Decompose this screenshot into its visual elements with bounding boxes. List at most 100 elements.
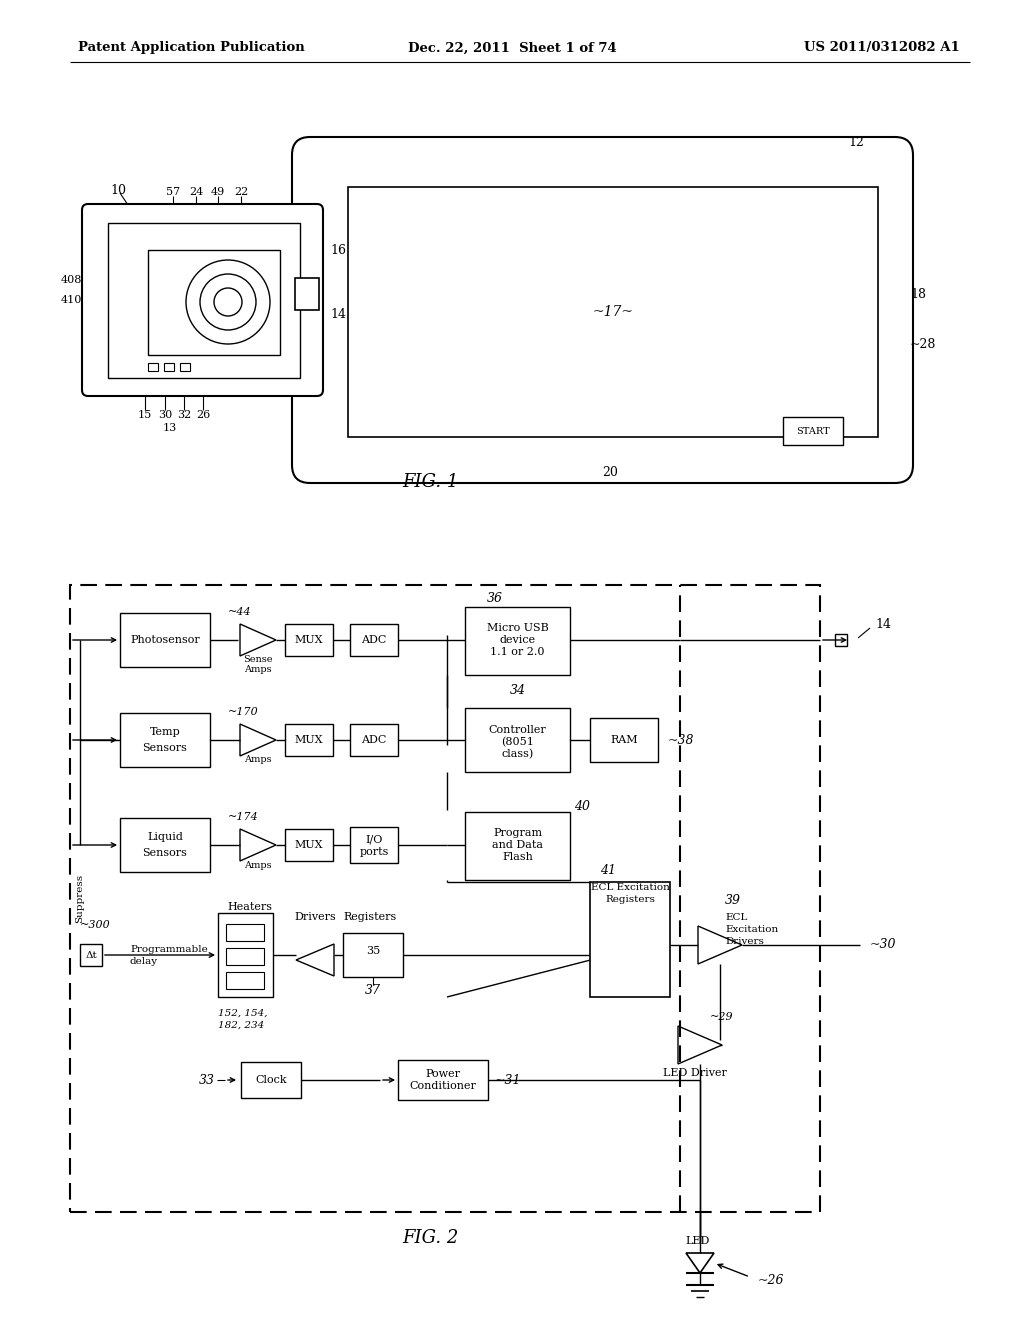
FancyBboxPatch shape bbox=[292, 137, 913, 483]
Text: 22: 22 bbox=[233, 187, 248, 197]
Text: 32: 32 bbox=[177, 411, 191, 420]
FancyBboxPatch shape bbox=[108, 223, 300, 378]
Text: ~26: ~26 bbox=[758, 1275, 784, 1287]
Text: Controller: Controller bbox=[488, 725, 547, 735]
FancyBboxPatch shape bbox=[295, 279, 319, 310]
Text: ~31: ~31 bbox=[495, 1073, 521, 1086]
FancyBboxPatch shape bbox=[226, 924, 264, 941]
Text: 30: 30 bbox=[158, 411, 172, 420]
Text: 152, 154,: 152, 154, bbox=[218, 1008, 267, 1018]
FancyBboxPatch shape bbox=[343, 933, 403, 977]
FancyBboxPatch shape bbox=[590, 718, 658, 762]
Text: 410: 410 bbox=[60, 294, 82, 305]
Text: MUX: MUX bbox=[295, 635, 324, 645]
Text: Sensors: Sensors bbox=[142, 847, 187, 858]
FancyBboxPatch shape bbox=[148, 363, 158, 371]
Text: 24: 24 bbox=[188, 187, 203, 197]
FancyBboxPatch shape bbox=[120, 713, 210, 767]
Text: Amps: Amps bbox=[244, 664, 271, 673]
Text: ECL: ECL bbox=[725, 912, 748, 921]
Text: ~29: ~29 bbox=[710, 1012, 733, 1022]
Text: Excitation: Excitation bbox=[725, 924, 778, 933]
Text: 49: 49 bbox=[211, 187, 225, 197]
FancyBboxPatch shape bbox=[350, 624, 398, 656]
Text: and Data: and Data bbox=[492, 840, 543, 850]
Text: LED Driver: LED Driver bbox=[664, 1068, 727, 1078]
Text: Photosensor: Photosensor bbox=[130, 635, 200, 645]
Text: 10: 10 bbox=[110, 183, 126, 197]
Text: 408: 408 bbox=[60, 275, 82, 285]
Text: 39: 39 bbox=[725, 894, 741, 907]
FancyBboxPatch shape bbox=[164, 363, 174, 371]
FancyBboxPatch shape bbox=[180, 363, 190, 371]
FancyBboxPatch shape bbox=[120, 818, 210, 873]
FancyBboxPatch shape bbox=[465, 708, 570, 772]
Text: ~28: ~28 bbox=[910, 338, 936, 351]
FancyBboxPatch shape bbox=[348, 187, 878, 437]
FancyBboxPatch shape bbox=[285, 624, 333, 656]
Text: Program: Program bbox=[493, 828, 542, 838]
Text: 1.1 or 2.0: 1.1 or 2.0 bbox=[490, 647, 545, 657]
Text: 16: 16 bbox=[330, 243, 346, 256]
FancyBboxPatch shape bbox=[82, 205, 323, 396]
Text: ~44: ~44 bbox=[228, 607, 252, 616]
Text: Liquid: Liquid bbox=[147, 832, 183, 842]
FancyBboxPatch shape bbox=[835, 634, 847, 645]
Text: ~17~: ~17~ bbox=[593, 305, 634, 319]
Text: delay: delay bbox=[130, 957, 158, 965]
FancyBboxPatch shape bbox=[398, 1060, 488, 1100]
Text: Δt: Δt bbox=[85, 950, 97, 960]
Text: 13: 13 bbox=[163, 422, 177, 433]
Text: RAM: RAM bbox=[610, 735, 638, 744]
FancyBboxPatch shape bbox=[590, 882, 670, 997]
Text: Amps: Amps bbox=[244, 755, 271, 764]
FancyBboxPatch shape bbox=[218, 913, 273, 997]
Text: ADC: ADC bbox=[361, 635, 387, 645]
Text: 15: 15 bbox=[138, 411, 153, 420]
Text: 35: 35 bbox=[366, 946, 380, 956]
Text: (8051: (8051 bbox=[501, 737, 534, 747]
Text: Drivers: Drivers bbox=[294, 912, 336, 921]
Text: 26: 26 bbox=[196, 411, 210, 420]
Text: FIG. 2: FIG. 2 bbox=[401, 1229, 458, 1247]
Text: 20: 20 bbox=[602, 466, 617, 479]
Text: 18: 18 bbox=[910, 289, 926, 301]
Text: Conditioner: Conditioner bbox=[410, 1081, 476, 1092]
Text: Drivers: Drivers bbox=[725, 936, 764, 945]
Text: Programmable: Programmable bbox=[130, 945, 208, 953]
FancyBboxPatch shape bbox=[226, 948, 264, 965]
Text: I/O: I/O bbox=[366, 834, 383, 843]
Text: ECL Excitation: ECL Excitation bbox=[591, 883, 670, 891]
Text: 14: 14 bbox=[874, 618, 891, 631]
FancyBboxPatch shape bbox=[148, 249, 280, 355]
Text: device: device bbox=[500, 635, 536, 645]
FancyBboxPatch shape bbox=[70, 585, 820, 1212]
Text: Clock: Clock bbox=[255, 1074, 287, 1085]
Text: Sensors: Sensors bbox=[142, 743, 187, 752]
Text: 57: 57 bbox=[166, 187, 180, 197]
Text: ~38: ~38 bbox=[668, 734, 694, 747]
Text: 34: 34 bbox=[510, 684, 525, 697]
Text: Temp: Temp bbox=[150, 727, 180, 737]
Text: Dec. 22, 2011  Sheet 1 of 74: Dec. 22, 2011 Sheet 1 of 74 bbox=[408, 41, 616, 54]
Text: LED: LED bbox=[686, 1236, 711, 1246]
Text: MUX: MUX bbox=[295, 840, 324, 850]
Text: 182, 234: 182, 234 bbox=[218, 1020, 264, 1030]
Text: ports: ports bbox=[359, 847, 389, 857]
Text: 33: 33 bbox=[199, 1073, 215, 1086]
FancyBboxPatch shape bbox=[285, 829, 333, 861]
Text: ~174: ~174 bbox=[228, 812, 259, 822]
Text: Registers: Registers bbox=[343, 912, 396, 921]
Text: Patent Application Publication: Patent Application Publication bbox=[78, 41, 305, 54]
FancyBboxPatch shape bbox=[465, 607, 570, 675]
Text: MUX: MUX bbox=[295, 735, 324, 744]
FancyBboxPatch shape bbox=[226, 972, 264, 989]
Text: ~30: ~30 bbox=[870, 939, 896, 952]
Text: 40: 40 bbox=[574, 800, 590, 813]
Text: FIG. 1: FIG. 1 bbox=[401, 473, 458, 491]
Text: 37: 37 bbox=[365, 983, 381, 997]
FancyBboxPatch shape bbox=[80, 944, 102, 966]
Text: 12: 12 bbox=[848, 136, 864, 149]
Text: ~170: ~170 bbox=[228, 708, 259, 717]
Text: Sense: Sense bbox=[244, 656, 272, 664]
